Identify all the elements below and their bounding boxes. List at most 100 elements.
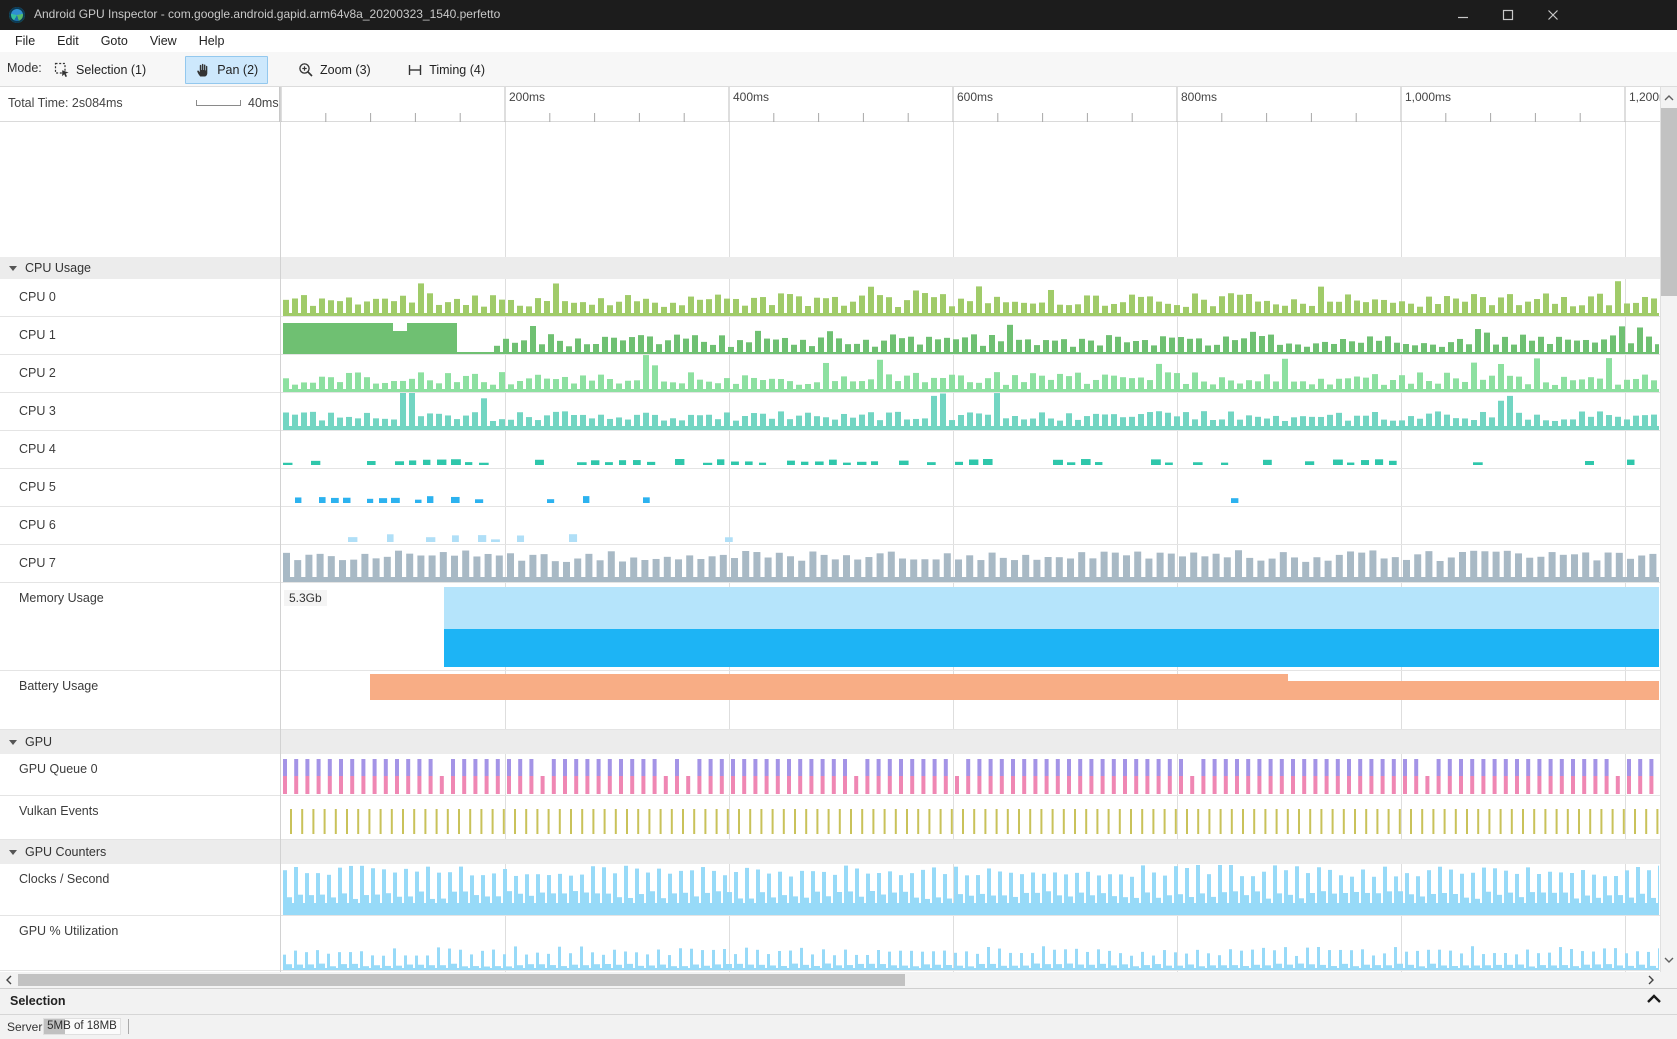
track-label-cpu-1: CPU 1	[19, 328, 56, 342]
collapse-icon	[9, 849, 17, 855]
track-row-cpu-3[interactable]: CPU 3	[0, 393, 1660, 431]
mode-label: Mode:	[7, 61, 42, 75]
mode-button-selection-1[interactable]: Selection (1)	[44, 56, 156, 84]
maximize-button[interactable]	[1485, 0, 1530, 30]
maximize-icon	[1502, 9, 1513, 21]
close-button[interactable]	[1530, 0, 1575, 30]
track-chart-vulkan-events[interactable]	[281, 796, 1659, 840]
collapse-icon	[9, 739, 17, 745]
selection-panel-title: Selection	[10, 994, 66, 1008]
title-bar: Android GPU Inspector - com.google.andro…	[0, 0, 1677, 30]
section-header-cpu-usage[interactable]: CPU Usage	[0, 257, 1660, 279]
vertical-scrollbar-thumb[interactable]	[1661, 108, 1677, 296]
timing-icon	[407, 62, 423, 78]
panel-divider	[280, 87, 281, 972]
track-chart-cpu-1[interactable]	[281, 317, 1659, 355]
track-chart-gpu-utilization[interactable]	[281, 916, 1659, 971]
mode-button-pan-2[interactable]: Pan (2)	[185, 56, 269, 84]
track-chart-cpu-6[interactable]	[281, 507, 1659, 545]
track-row-clocks-per-second[interactable]: Clocks / Second	[0, 864, 1660, 916]
track-chart-memory-usage[interactable]	[281, 583, 1659, 671]
track-label-cpu-3: CPU 3	[19, 404, 56, 418]
mode-toolbar: Mode: ? Selection (1)Pan (2)Zoom (3)Timi…	[0, 52, 1677, 138]
track-row-cpu-4[interactable]: CPU 4	[0, 431, 1660, 469]
close-icon	[1547, 10, 1558, 20]
section-label: GPU Counters	[25, 845, 107, 859]
ruler-tick-label: 1,000ms	[1405, 90, 1451, 104]
timeline-tracks[interactable]: CPU Usage CPU 0 CPU 1 CPU 2 CPU 3 CPU 4 CPU 5 C…	[0, 122, 1660, 972]
track-row-cpu-6[interactable]: CPU 6	[0, 507, 1660, 545]
scroll-left-button[interactable]	[2, 973, 16, 987]
mode-button-timing-4[interactable]: Timing (4)	[397, 56, 495, 84]
track-label-cpu-0: CPU 0	[19, 290, 56, 304]
track-row-vulkan-events[interactable]: Vulkan Events	[0, 796, 1660, 840]
section-header-gpu[interactable]: GPU	[0, 730, 1660, 754]
collapse-icon	[9, 265, 17, 271]
track-row-cpu-5[interactable]: CPU 5	[0, 469, 1660, 507]
status-separator	[128, 1019, 129, 1034]
selection-icon	[54, 62, 70, 78]
track-chart-gpu-queue-0[interactable]	[281, 754, 1659, 796]
track-label-gpu-utilization: GPU % Utilization	[19, 924, 119, 938]
track-chart-cpu-0[interactable]	[281, 279, 1659, 317]
vertical-scrollbar[interactable]	[1660, 87, 1677, 972]
track-label-cpu-5: CPU 5	[19, 480, 56, 494]
ruler-tick-label: 600ms	[957, 90, 993, 104]
scroll-up-button[interactable]	[1661, 90, 1677, 106]
track-row-gpu-queue-0[interactable]: GPU Queue 0	[0, 754, 1660, 796]
section-label: GPU	[25, 735, 53, 749]
track-chart-cpu-7[interactable]	[281, 545, 1659, 583]
menu-item-view[interactable]: View	[149, 34, 177, 48]
menu-item-help[interactable]: Help	[198, 34, 225, 48]
menu-item-file[interactable]: File	[15, 34, 36, 48]
track-label-cpu-4: CPU 4	[19, 442, 56, 456]
track-chart-cpu-4[interactable]	[281, 431, 1659, 469]
minimize-icon	[1457, 16, 1468, 19]
chevron-right-icon	[1648, 975, 1654, 985]
track-label-cpu-6: CPU 6	[19, 518, 56, 532]
track-chart-cpu-5[interactable]	[281, 469, 1659, 507]
app-logo-icon	[9, 7, 25, 23]
minimize-button[interactable]	[1440, 0, 1485, 30]
track-label-cpu-2: CPU 2	[19, 366, 56, 380]
track-row-cpu-0[interactable]: CPU 0	[0, 279, 1660, 317]
timeline-gridline	[1177, 122, 1178, 972]
track-value-label: 5.3Gb	[284, 590, 327, 606]
mode-button-label: Timing (4)	[429, 63, 485, 77]
track-chart-cpu-2[interactable]	[281, 355, 1659, 393]
track-row-cpu-1[interactable]: CPU 1	[0, 317, 1660, 355]
server-label: Server:	[7, 1020, 46, 1034]
horizontal-scrollbar-thumb[interactable]	[18, 974, 905, 986]
ruler-tick-label: 800ms	[1181, 90, 1217, 104]
timeline-gridline	[953, 122, 954, 972]
track-row-battery-usage[interactable]: Battery Usage	[0, 671, 1660, 730]
track-label-battery-usage: Battery Usage	[19, 679, 99, 693]
mode-button-zoom-3[interactable]: Zoom (3)	[288, 56, 381, 84]
mode-button-label: Zoom (3)	[320, 63, 371, 77]
selection-panel-header[interactable]: Selection	[0, 988, 1677, 1014]
scroll-down-button[interactable]	[1661, 952, 1677, 968]
track-row-memory-usage[interactable]: Memory Usage 5.3Gb	[0, 583, 1660, 671]
ruler-scale[interactable]: 200ms 400ms 600ms 800ms 1,000ms 1,200ms	[280, 87, 1660, 122]
menu-bar: File Edit Goto View Help	[0, 30, 1677, 52]
ruler-ticks: 200ms 400ms 600ms 800ms 1,000ms 1,200ms	[280, 87, 1660, 122]
track-row-cpu-2[interactable]: CPU 2	[0, 355, 1660, 393]
timeline-ruler[interactable]: Total Time: 2s084ms 40ms 200ms 400ms 600ms…	[0, 87, 1660, 122]
menu-item-goto[interactable]: Goto	[100, 34, 128, 48]
ruler-header: Total Time: 2s084ms 40ms	[0, 87, 280, 122]
track-row-gpu-utilization[interactable]: GPU % Utilization	[0, 916, 1660, 971]
track-chart-cpu-3[interactable]	[281, 393, 1659, 431]
timeline-gridline	[1401, 122, 1402, 972]
expand-panel-button[interactable]	[1646, 993, 1662, 1007]
window-title: Android GPU Inspector - com.google.andro…	[34, 7, 501, 21]
menu-item-edit[interactable]: Edit	[57, 34, 79, 48]
track-chart-battery-usage[interactable]	[281, 671, 1659, 730]
mode-button-label: Selection (1)	[76, 63, 147, 77]
track-row-cpu-7[interactable]: CPU 7	[0, 545, 1660, 583]
scroll-right-button[interactable]	[1644, 973, 1658, 987]
section-header-gpu-counters[interactable]: GPU Counters	[0, 840, 1660, 864]
track-chart-clocks-per-second[interactable]	[281, 864, 1659, 916]
server-memory-text: 5MB of 18MB	[47, 1020, 117, 1032]
ruler-tick-label: 400ms	[733, 90, 769, 104]
